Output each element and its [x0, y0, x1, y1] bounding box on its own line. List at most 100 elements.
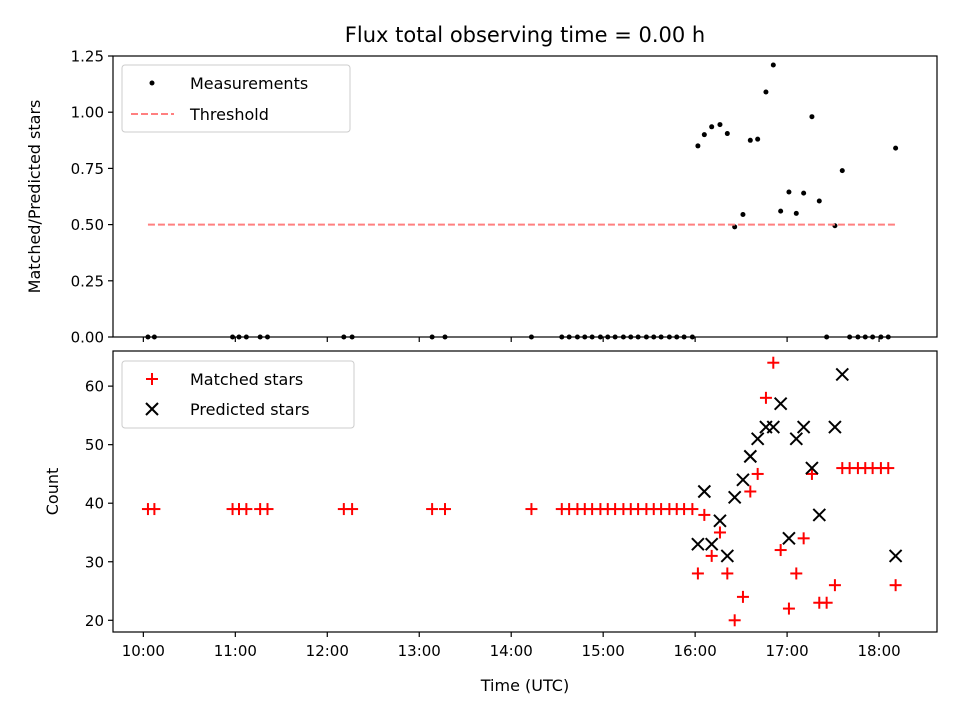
bottom-x-tick-label: 15:00 [582, 642, 625, 660]
data-point-predicted-stars [697, 484, 712, 499]
legend-label-threshold: Threshold [189, 105, 269, 124]
data-point-predicted-stars [796, 420, 811, 434]
data-point-measurements [724, 131, 730, 137]
top-axes-frame [112, 55, 938, 338]
bottom-x-tick-label: 14:00 [490, 642, 533, 660]
top-y-tick-label: 1.25 [71, 48, 104, 66]
data-point-matched-stars [790, 567, 803, 580]
data-point-predicted-stars [691, 537, 705, 551]
bottom-x-tick-label: 18:00 [857, 642, 900, 660]
data-point-measurements [770, 62, 776, 68]
data-point-matched-stars [426, 503, 439, 516]
data-point-matched-stars [713, 526, 726, 539]
data-point-predicted-stars [766, 420, 781, 434]
bottom-y-tick-label: 40 [85, 495, 104, 513]
data-point-matched-stars [736, 590, 749, 603]
top-x-axis [142, 337, 880, 342]
data-point-matched-stars [744, 485, 757, 498]
data-point-matched-stars [691, 567, 704, 580]
top-panel: Flux total observing time = 0.00 h 0.00 0… [25, 23, 938, 347]
data-point-measurements [793, 210, 799, 216]
data-point-measurements [763, 89, 769, 95]
data-point-measurements [747, 137, 753, 143]
data-point-matched-stars [346, 503, 359, 516]
top-y-axis: 0.00 0.25 0.50 0.75 1.00 1.25 [71, 48, 113, 347]
legend-marker-matched-stars [146, 373, 158, 385]
data-point-matched-stars [728, 614, 741, 627]
top-y-tick-label: 0.25 [71, 272, 104, 290]
bottom-x-tick-label: 11:00 [214, 642, 257, 660]
data-point-predicted-stars [720, 549, 735, 563]
data-point-matched-stars [686, 503, 699, 516]
data-point-matched-stars [767, 356, 780, 369]
data-point-matched-stars [805, 467, 818, 480]
bottom-x-tick-label: 16:00 [674, 642, 717, 660]
bottom-y-tick-label: 60 [85, 378, 104, 396]
data-point-matched-stars [882, 462, 895, 475]
bottom-x-axis: 10:00 11:00 12:00 13:00 14:00 15:00 16:00 17:00… [122, 632, 901, 660]
data-point-measurements [778, 208, 784, 214]
data-point-predicted-stars [789, 432, 804, 446]
bottom-x-tick-label: 10:00 [122, 642, 165, 660]
data-point-matched-stars [698, 508, 711, 521]
data-point-predicted-stars [750, 432, 765, 446]
bottom-legend-box [121, 360, 355, 429]
data-point-measurements [816, 198, 822, 204]
bottom-axes-frame [112, 350, 938, 633]
data-point-predicted-stars [743, 449, 758, 464]
bottom-plot-area [141, 356, 903, 627]
data-point-predicted-stars [828, 420, 842, 434]
data-point-measurements [717, 122, 723, 128]
data-point-measurements [740, 211, 746, 217]
data-point-predicted-stars [805, 461, 819, 475]
data-point-matched-stars [759, 391, 772, 404]
data-point-measurements [755, 136, 761, 142]
legend-marker-predicted-stars [145, 402, 159, 416]
data-point-matched-stars [820, 596, 833, 609]
data-point-measurements [786, 189, 792, 195]
bottom-x-axis-label: Time (UTC) [480, 676, 569, 695]
bottom-y-tick-label: 50 [85, 436, 104, 454]
bottom-x-tick-label: 17:00 [765, 642, 808, 660]
data-point-matched-stars [240, 503, 253, 516]
top-y-tick-label: 0.75 [71, 160, 104, 178]
top-y-axis-label: Matched/Predicted stars [25, 100, 44, 294]
data-point-predicted-stars [782, 531, 796, 546]
bottom-y-tick-label: 20 [85, 612, 104, 630]
top-legend: Measurements Threshold [121, 64, 351, 133]
top-title: Flux total observing time = 0.00 h [345, 23, 705, 47]
data-point-matched-stars [889, 579, 902, 592]
top-y-tick-label: 1.00 [71, 104, 104, 122]
data-point-matched-stars [774, 544, 787, 557]
data-point-matched-stars [797, 532, 810, 545]
bottom-legend: Matched stars Predicted stars [121, 360, 355, 429]
bottom-panel: 20 30 40 50 60 10:00 11:00 12:00 13:00 14:00 15:0… [43, 350, 938, 695]
data-point-predicted-stars [713, 514, 727, 528]
data-point-matched-stars [828, 579, 841, 592]
data-point-predicted-stars [888, 549, 903, 563]
data-point-predicted-stars [727, 490, 742, 505]
data-point-measurements [801, 190, 807, 196]
data-point-measurements [701, 132, 707, 138]
data-point-predicted-stars [773, 396, 788, 411]
data-point-predicted-stars [835, 367, 849, 382]
data-point-predicted-stars [812, 508, 826, 522]
data-point-matched-stars [751, 467, 764, 480]
data-point-measurements [809, 114, 815, 120]
bottom-y-axis: 20 30 40 50 60 [85, 378, 113, 630]
data-point-predicted-stars [704, 537, 719, 551]
bottom-y-tick-label: 30 [85, 553, 104, 571]
top-y-tick-label: 0.00 [71, 329, 104, 347]
bottom-y-axis-label: Count [43, 468, 62, 516]
top-legend-box [121, 64, 351, 133]
legend-label-measurements: Measurements [190, 74, 308, 93]
data-point-matched-stars [782, 602, 795, 615]
legend-label-matched-stars: Matched stars [190, 370, 303, 389]
data-point-matched-stars [721, 567, 734, 580]
data-point-measurements [709, 124, 715, 130]
data-point-matched-stars [525, 503, 538, 516]
data-point-predicted-stars [736, 473, 750, 487]
data-point-matched-stars [261, 503, 274, 516]
data-point-matched-stars [438, 503, 451, 516]
